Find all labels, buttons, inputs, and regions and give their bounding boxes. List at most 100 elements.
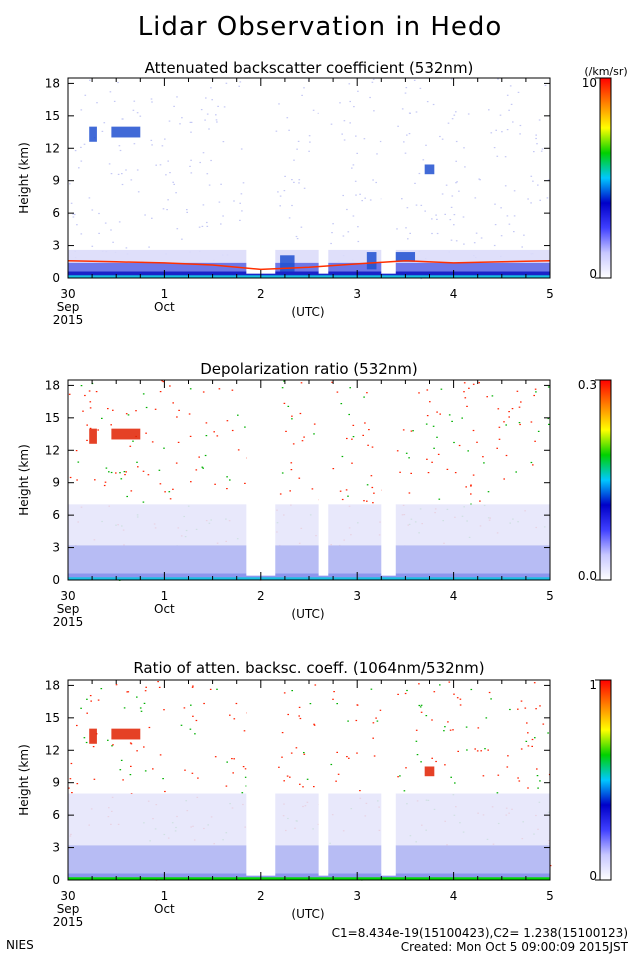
data-speckle xyxy=(163,709,165,711)
data-speckle xyxy=(450,239,453,241)
data-speckle xyxy=(519,133,521,135)
data-speckle xyxy=(525,740,528,742)
data-speckle xyxy=(458,190,460,192)
data-speckle xyxy=(433,691,436,693)
data-speckle xyxy=(241,792,244,794)
data-speckle xyxy=(303,87,305,89)
data-speckle xyxy=(287,713,289,716)
data-gap xyxy=(246,78,276,274)
data-speckle xyxy=(233,718,236,720)
data-speckle xyxy=(506,94,509,96)
data-speckle xyxy=(404,92,407,94)
data-speckle xyxy=(490,132,493,134)
data-speckle xyxy=(296,238,299,240)
data-speckle xyxy=(291,204,293,207)
data-speckle xyxy=(92,746,95,748)
data-speckle xyxy=(70,762,73,765)
data-speckle xyxy=(530,461,533,464)
data-speckle xyxy=(133,100,136,102)
data-speckle xyxy=(513,190,516,192)
data-speckle xyxy=(495,129,497,131)
colorbar xyxy=(599,679,612,881)
data-gap xyxy=(246,680,276,876)
data-speckle xyxy=(284,175,286,177)
data-speckle xyxy=(418,704,421,707)
data-speckle xyxy=(330,242,332,245)
x-tick-label: 2 xyxy=(257,889,265,903)
data-speckle xyxy=(480,237,483,239)
data-speckle xyxy=(172,488,174,490)
colorbar-min-label: 0 xyxy=(589,267,597,281)
data-speckle xyxy=(213,431,215,433)
data-speckle xyxy=(425,423,428,425)
data-speckle xyxy=(183,707,186,709)
data-speckle xyxy=(205,97,207,99)
data-speckle xyxy=(473,242,476,244)
colorbar xyxy=(599,77,612,279)
data-speckle xyxy=(504,156,507,158)
data-speckle xyxy=(527,198,529,200)
data-speckle xyxy=(301,94,303,96)
data-speckle xyxy=(313,723,315,725)
x-axis-label: (UTC) xyxy=(291,305,324,319)
data-speckle xyxy=(448,414,451,416)
data-speckle xyxy=(371,446,374,448)
data-speckle xyxy=(509,708,511,711)
data-speckle xyxy=(470,493,472,495)
data-speckle xyxy=(341,133,343,135)
data-speckle xyxy=(82,410,84,412)
y-tick-label: 18 xyxy=(45,678,60,692)
data-speckle xyxy=(144,214,146,216)
data-speckle xyxy=(503,421,505,423)
data-speckle xyxy=(482,456,484,458)
data-speckle xyxy=(363,396,365,398)
y-tick-label: 6 xyxy=(52,206,60,220)
data-speckle xyxy=(201,466,204,468)
data-speckle xyxy=(347,231,350,233)
data-speckle xyxy=(126,691,128,693)
data-speckle xyxy=(173,105,175,107)
data-speckle xyxy=(401,198,403,200)
data-speckle xyxy=(357,240,360,243)
data-speckle xyxy=(516,390,519,392)
data-speckle xyxy=(202,391,205,393)
y-tick-label: 9 xyxy=(52,776,60,790)
data-speckle xyxy=(150,139,153,141)
data-speckle xyxy=(195,719,198,722)
data-speckle xyxy=(373,755,376,757)
data-speckle xyxy=(73,213,76,216)
data-speckle xyxy=(505,424,507,426)
data-speckle xyxy=(530,421,533,423)
data-speckle xyxy=(164,491,166,493)
data-speckle xyxy=(463,147,465,149)
data-speckle xyxy=(548,423,550,425)
data-speckle xyxy=(104,481,107,483)
data-speckle xyxy=(281,756,283,758)
data-speckle xyxy=(98,232,100,234)
data-speckle xyxy=(457,750,459,752)
data-speckle xyxy=(366,500,368,502)
data-speckle xyxy=(242,182,245,184)
data-speckle xyxy=(332,223,334,225)
data-speckle xyxy=(283,190,286,192)
data-speckle xyxy=(117,81,119,84)
data-speckle xyxy=(339,490,342,492)
data-speckle xyxy=(130,179,133,181)
data-speckle xyxy=(536,775,539,777)
data-speckle xyxy=(439,684,441,686)
data-speckle xyxy=(461,417,463,419)
data-speckle xyxy=(535,137,537,140)
data-speckle xyxy=(158,469,161,471)
colorbar-max-label: 10 xyxy=(582,76,597,90)
data-speckle xyxy=(476,441,478,443)
data-speckle xyxy=(190,704,192,706)
data-speckle xyxy=(89,79,91,81)
x-tick-label: 5 xyxy=(546,889,554,903)
data-speckle xyxy=(531,745,533,747)
data-speckle xyxy=(456,181,458,183)
data-speckle xyxy=(540,150,543,152)
data-speckle xyxy=(331,232,333,234)
data-speckle xyxy=(453,441,455,444)
data-speckle xyxy=(186,209,188,211)
data-speckle xyxy=(101,417,103,419)
